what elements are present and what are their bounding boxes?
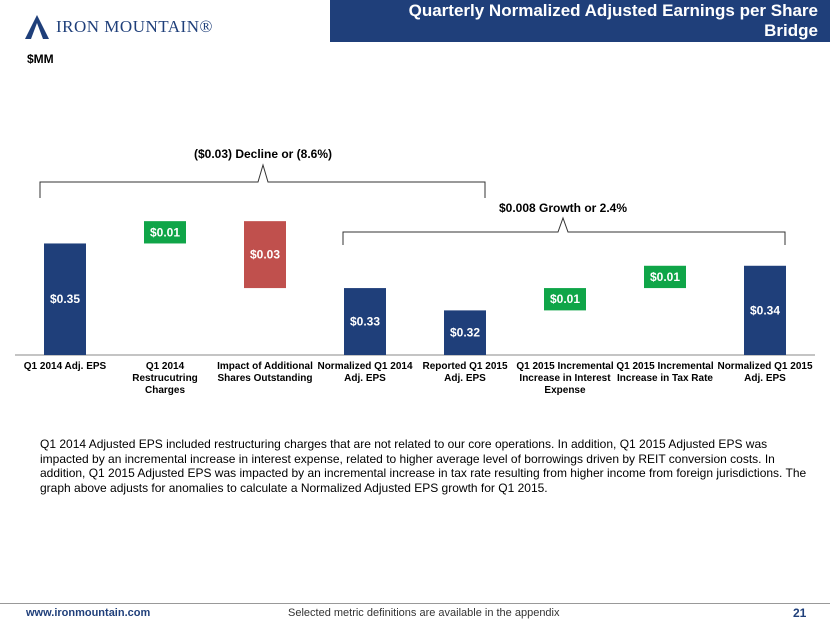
bar: [44, 243, 86, 355]
value-label: $0.01: [550, 292, 580, 306]
bar: [544, 288, 586, 311]
x-tick-label: Reported Q1 2015 Adj. EPS: [422, 361, 508, 384]
bar: [244, 221, 286, 289]
annotation: $0.008 Growth or 2.4%: [499, 201, 627, 215]
annotation: ($0.03) Decline or (8.6%): [194, 147, 332, 161]
value-label: $0.03: [250, 248, 280, 262]
value-label: $0.33: [350, 315, 380, 329]
x-tick-label: Q1 2015 Incremental Increase in Tax Rate: [616, 361, 714, 384]
bar: [644, 265, 686, 289]
page-number: 21: [793, 606, 807, 620]
logo-text: IRON MOUNTAIN®: [56, 17, 213, 36]
x-tick-label: Q1 2014 Restrucutring Charges: [132, 361, 198, 396]
footer-note: Selected metric definitions are availabl…: [288, 607, 560, 619]
chart: ($0.03) Decline or (8.6%) $0.008 Growth …: [15, 147, 815, 356]
footer-url: www.ironmountain.com: [26, 607, 151, 619]
logo: IRON MOUNTAIN®: [24, 12, 213, 42]
bar: [144, 221, 186, 244]
value-label: $0.01: [650, 270, 680, 284]
bar: [444, 310, 486, 355]
x-tick-label: Normalized Q1 2015 Adj. EPS: [717, 361, 813, 384]
x-tick-label: Impact of Additional Shares Outstanding: [217, 361, 313, 384]
x-tick-label: Q1 2015 Incremental Increase in Interest…: [516, 361, 614, 396]
brace: [342, 216, 786, 245]
bar: [344, 288, 386, 355]
logo-mark: [25, 15, 49, 39]
footer-rule: [0, 603, 830, 604]
bar: [744, 265, 786, 355]
value-label: $0.32: [450, 326, 480, 340]
value-label: $0.35: [50, 292, 80, 306]
slide-title: Quarterly Normalized Adjusted Earnings p…: [408, 1, 818, 40]
value-label: $0.34: [750, 303, 780, 317]
note: Q1 2014 Adjusted EPS included restructur…: [40, 437, 807, 495]
value-label: $0.01: [150, 225, 180, 239]
x-tick-label: Q1 2014 Adj. EPS: [23, 361, 107, 372]
unit-label: $MM: [27, 52, 54, 66]
x-tick-label: Normalized Q1 2014 Adj. EPS: [317, 361, 413, 384]
brace: [39, 163, 486, 198]
header-bar: Quarterly Normalized Adjusted Earnings p…: [330, 0, 830, 42]
